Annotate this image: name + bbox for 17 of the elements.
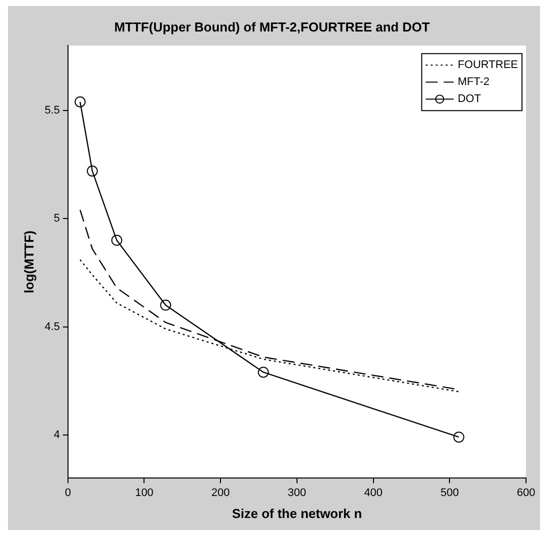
legend-label: FOURTREE xyxy=(458,59,518,72)
x-tick-label: 0 xyxy=(64,486,71,499)
x-axis-title: Size of the network n xyxy=(232,506,362,521)
x-tick-label: 600 xyxy=(516,486,536,499)
legend-label: MFT-2 xyxy=(458,76,490,88)
x-tick-label: 300 xyxy=(288,486,306,499)
y-axis-title: log(MTTF) xyxy=(21,230,36,294)
x-tick-label: 400 xyxy=(364,486,382,499)
x-tick-label: 200 xyxy=(211,486,230,499)
x-tick-label: 500 xyxy=(440,486,459,499)
legend-label: DOT xyxy=(458,93,482,106)
chart-title: MTTF(Upper Bound) of MFT-2,FOURTREE and DOT xyxy=(114,19,430,34)
x-tick-label: 100 xyxy=(135,486,154,499)
y-tick-label: 4 xyxy=(54,428,60,441)
y-tick-label: 4.5 xyxy=(44,320,60,333)
y-tick-label: 5 xyxy=(54,212,60,225)
y-tick-label: 5.5 xyxy=(44,104,60,117)
